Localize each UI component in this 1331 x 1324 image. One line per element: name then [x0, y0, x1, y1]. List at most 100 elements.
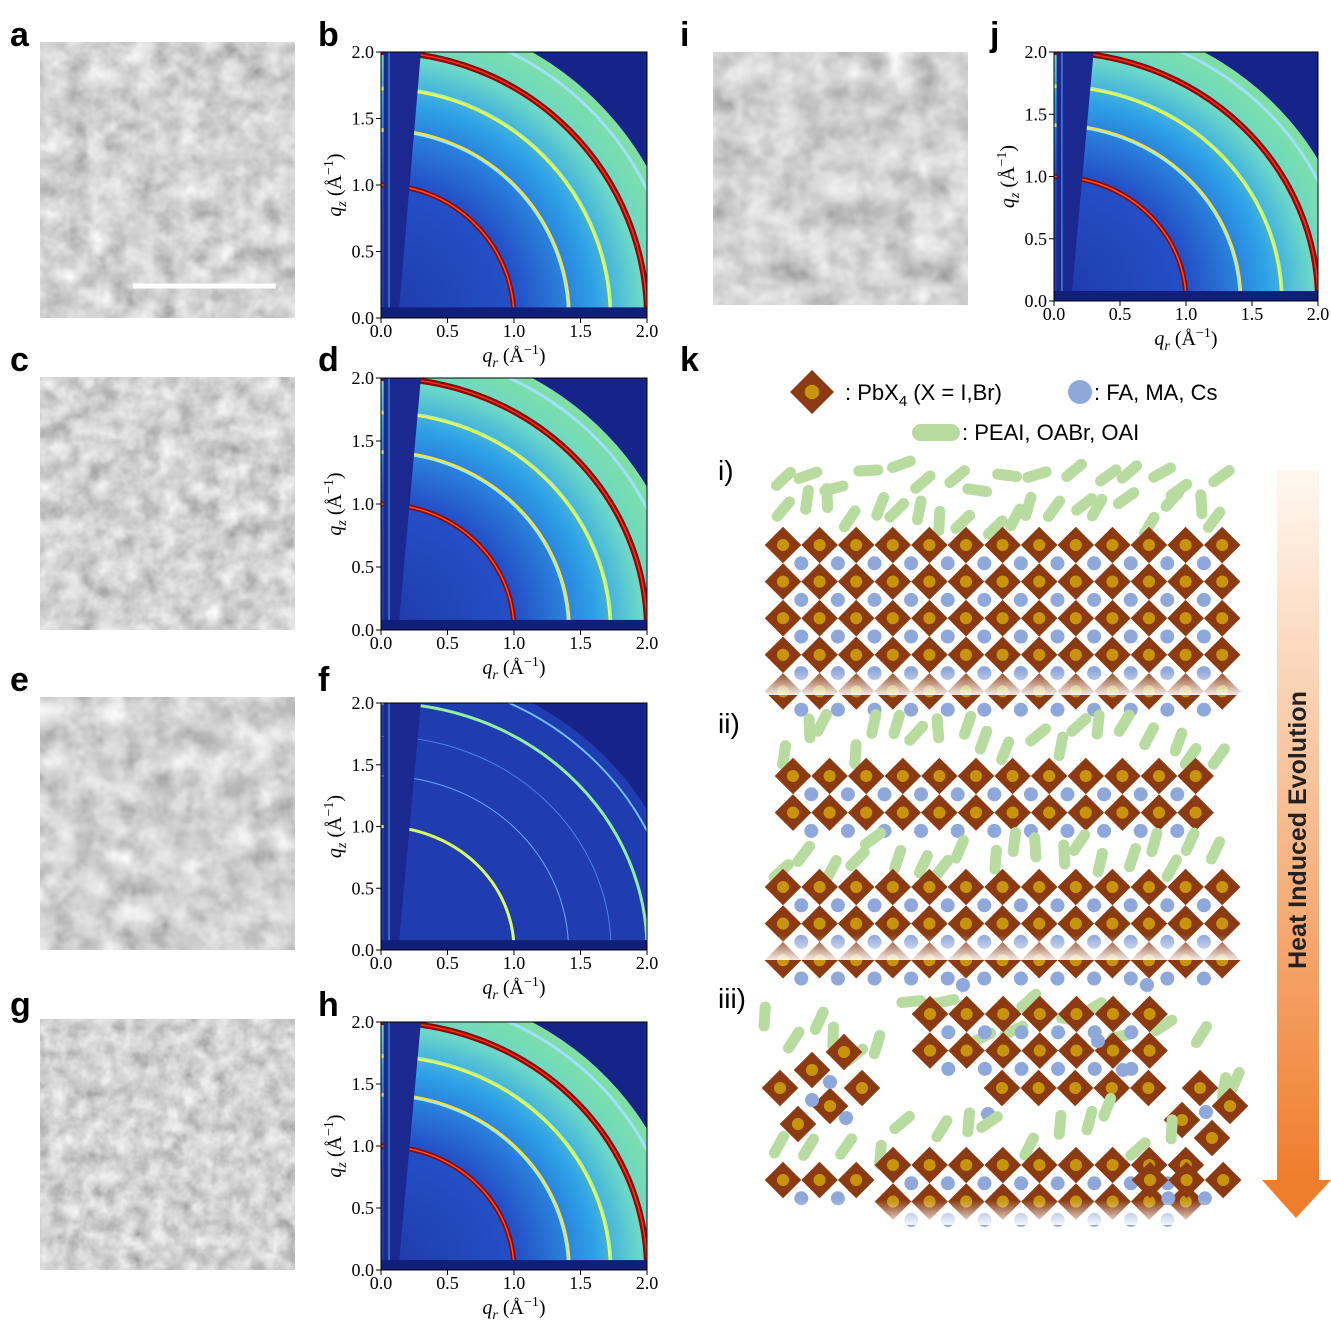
a-cation [823, 1075, 837, 1089]
pb-atom [1033, 1082, 1045, 1094]
ligand [957, 709, 977, 741]
a-cation [1160, 703, 1174, 717]
a-cation [1197, 972, 1211, 986]
y-tick-label: 1.0 [1025, 167, 1048, 187]
pb-atom [1144, 1174, 1156, 1186]
exponent: −1 [524, 975, 539, 990]
a-cation [868, 556, 882, 570]
legend-text: : FA, MA, Cs [1094, 380, 1217, 405]
a-cation [956, 978, 970, 992]
arrow-label: Heat Induced Evolution [1284, 691, 1312, 969]
pb-atom [777, 539, 789, 551]
a-cation [868, 898, 882, 912]
a-cation [1087, 972, 1101, 986]
ligand [902, 718, 930, 748]
pb-atom [997, 1045, 1009, 1057]
legend-suffix: (X = I,Br) [907, 380, 1002, 405]
pb-atom [1107, 1045, 1119, 1057]
panel-letter: a [10, 16, 30, 54]
legend-text: : PEAI, OABr, OAI [962, 420, 1139, 445]
a-cation [1015, 1062, 1029, 1076]
exponent: −1 [322, 479, 337, 494]
a-cation [1170, 824, 1184, 838]
ligand [887, 708, 906, 740]
symbol: q [482, 1297, 492, 1319]
pb-atom [1216, 918, 1228, 930]
pb-atom [1180, 918, 1192, 930]
pb-atom [1070, 1159, 1082, 1171]
a-cation [1051, 630, 1065, 644]
a-cation [941, 630, 955, 644]
ligand [769, 494, 797, 524]
pb-atom [1216, 881, 1228, 893]
y_label: qz (Å−1) [322, 472, 350, 535]
a-cation [1051, 1025, 1065, 1039]
pb-atom [1106, 576, 1118, 588]
ligand [1206, 741, 1232, 772]
panel-letter: h [318, 986, 339, 1024]
a-cation [1160, 898, 1174, 912]
ligand [792, 465, 824, 485]
a-cation [794, 556, 808, 570]
pb-atom [1106, 1082, 1118, 1094]
pb-atom [887, 1159, 899, 1171]
a-cation [1061, 787, 1075, 801]
ligand [961, 483, 992, 498]
exponent: −1 [995, 152, 1010, 167]
a-cation [1160, 556, 1174, 570]
ligand [1091, 847, 1109, 879]
a-cation [941, 593, 955, 607]
close: ) [324, 153, 346, 160]
pb-atom [850, 881, 862, 893]
close: ) [997, 145, 1019, 152]
pb-atom [1224, 1100, 1236, 1112]
ligand [1189, 1019, 1214, 1050]
pb-atom [1043, 770, 1055, 782]
pb-atom [1070, 1008, 1082, 1020]
ligand [1097, 1091, 1118, 1123]
panel-letter: e [10, 661, 29, 699]
a-cation [1051, 972, 1065, 986]
pb-atom [961, 1008, 973, 1020]
pb-atom [960, 612, 972, 624]
pb-atom [850, 918, 862, 930]
pb-atom [1080, 807, 1092, 819]
pb-atom [1143, 612, 1155, 624]
ligand [1023, 721, 1053, 748]
pb-atom [814, 1174, 826, 1186]
ligand [767, 1129, 791, 1161]
panel-letter: j [989, 16, 999, 54]
pb-atom [1107, 1008, 1119, 1020]
figure: acegib0.00.51.01.52.00.00.51.01.52.0qr (… [0, 0, 1331, 1324]
symbol: q [997, 198, 1019, 208]
ligand [1195, 489, 1208, 520]
a-cation [794, 630, 808, 644]
giwaxs-image [381, 666, 687, 950]
a-cation [1051, 898, 1065, 912]
pb-atom [1216, 649, 1228, 661]
pb-atom [923, 918, 935, 930]
pb-atom [787, 807, 799, 819]
symbol: q [482, 345, 492, 367]
ligand [790, 839, 817, 870]
a-cation [1140, 978, 1154, 992]
unit: (Å [324, 493, 346, 520]
unit: (Å [324, 816, 346, 843]
close: ) [324, 795, 346, 802]
symbol: q [482, 657, 492, 679]
pb-atom [1143, 649, 1155, 661]
pb-atom [850, 1174, 862, 1186]
symbol: q [324, 526, 346, 536]
ligand [1041, 493, 1068, 524]
pb-atom [1033, 918, 1045, 930]
a-cation [1051, 1062, 1065, 1076]
a-cation [941, 898, 955, 912]
x-tick-label: 1.5 [569, 633, 592, 653]
ligand [1053, 731, 1070, 763]
a-cation [831, 703, 845, 717]
legend-subscript: 4 [899, 393, 907, 410]
a-cation [978, 1176, 992, 1190]
pb-atom [1194, 1082, 1206, 1094]
a-cation [904, 972, 918, 986]
a-cation [977, 703, 991, 717]
